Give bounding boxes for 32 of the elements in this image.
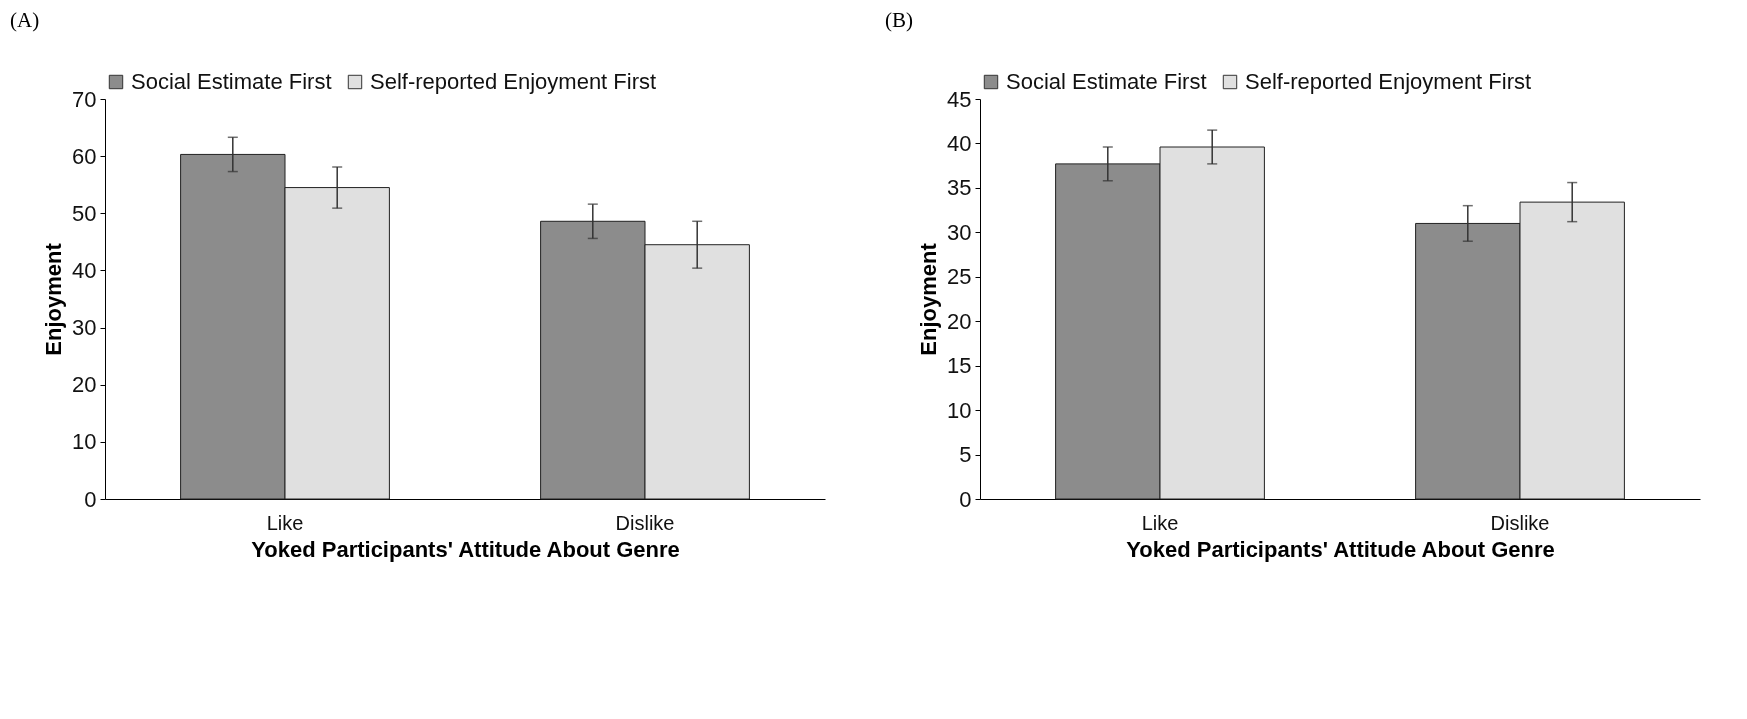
y-tick-label: 0 bbox=[959, 486, 972, 512]
x-tick-label: Like bbox=[266, 511, 304, 534]
y-tick-label: 40 bbox=[72, 257, 97, 283]
y-tick-label: 10 bbox=[947, 397, 972, 423]
legend-label: Self-reported Enjoyment First bbox=[1245, 69, 1532, 94]
y-tick-label: 30 bbox=[72, 315, 97, 341]
y-axis-title: Enjoyment bbox=[916, 242, 942, 356]
y-tick-label: 5 bbox=[959, 442, 972, 468]
legend-label: Self-reported Enjoyment First bbox=[370, 69, 657, 94]
y-tick-label: 40 bbox=[947, 130, 972, 156]
y-tick-label: 70 bbox=[72, 86, 97, 112]
y-tick-label: 30 bbox=[947, 219, 972, 245]
x-axis-title: Yoked Participants' Attitude About Genre bbox=[1126, 536, 1555, 562]
y-axis-title: Enjoyment bbox=[41, 242, 67, 356]
x-tick-label: Dislike bbox=[615, 511, 675, 534]
y-tick-label: 35 bbox=[947, 175, 972, 201]
y-tick-label: 10 bbox=[72, 429, 97, 455]
legend-label: Social Estimate First bbox=[1006, 69, 1207, 94]
y-tick-label: 15 bbox=[947, 353, 972, 379]
y-tick-label: 60 bbox=[72, 143, 97, 169]
x-axis-title: Yoked Participants' Attitude About Genre bbox=[251, 536, 680, 562]
x-tick-label: Dislike bbox=[1490, 511, 1550, 534]
y-tick-label: 20 bbox=[72, 372, 97, 398]
chart-title: (B) bbox=[885, 8, 913, 32]
y-tick-label: 20 bbox=[947, 308, 972, 334]
y-tick-label: 45 bbox=[947, 86, 972, 112]
chart-title: (A) bbox=[10, 8, 40, 32]
y-tick-label: 50 bbox=[72, 200, 97, 226]
y-tick-label: 25 bbox=[947, 264, 972, 290]
legend-label: Social Estimate First bbox=[131, 69, 332, 94]
y-tick-label: 0 bbox=[84, 486, 97, 512]
x-tick-label: Like bbox=[1141, 511, 1179, 534]
